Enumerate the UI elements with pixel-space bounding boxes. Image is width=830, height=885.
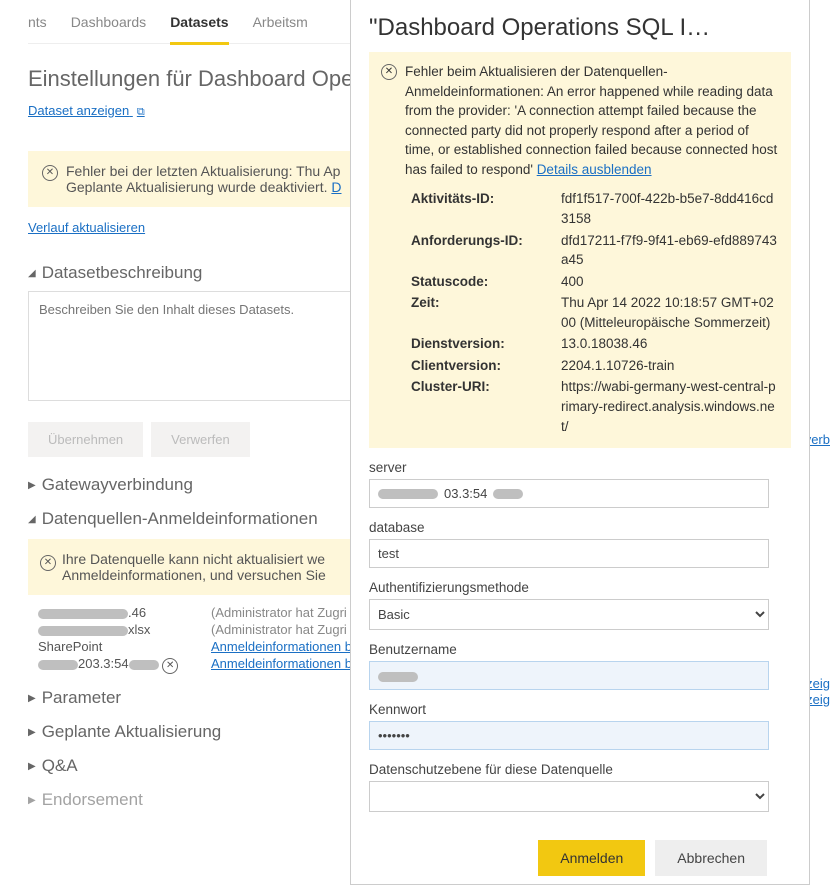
refresh-history-link[interactable]: Verlauf aktualisieren (28, 220, 145, 235)
tab-datasets[interactable]: Datasets (170, 8, 228, 45)
dialog-title: "Dashboard Operations SQL I… (369, 0, 791, 52)
tab-0[interactable]: nts (28, 8, 47, 42)
password-label: Kennwort (369, 702, 791, 717)
error-icon: ✕ (381, 64, 397, 80)
refresh-error-link[interactable]: D (331, 179, 341, 195)
server-value: 03.3:54 (444, 486, 487, 501)
error-message: Fehler beim Aktualisieren der Datenquell… (405, 64, 777, 177)
section-parameter-label: Parameter (42, 688, 121, 708)
view-dataset-label: Dataset anzeigen (28, 103, 129, 118)
database-label: database (369, 520, 791, 535)
tab-workspaces[interactable]: Arbeitsm (253, 8, 308, 42)
auth-select[interactable]: Basic (369, 599, 769, 630)
database-input[interactable] (369, 539, 769, 568)
creds-warn-text2: Anmeldeinformationen, und versuchen Sie (62, 567, 326, 583)
section-credentials-label: Datenquellen-Anmeldeinformationen (42, 509, 318, 529)
edit-credentials-link[interactable]: Anmeldeinformationen b (211, 639, 352, 654)
caret-right-icon: ▶ (28, 480, 36, 491)
apply-button[interactable]: Übernehmen (28, 422, 143, 457)
auth-label: Authentifizierungsmethode (369, 580, 791, 595)
privacy-select[interactable] (369, 781, 769, 812)
refresh-error-text: Fehler bei der letzten Aktualisierung: T… (66, 163, 340, 179)
tab-dashboards[interactable]: Dashboards (71, 8, 147, 42)
section-gateway-label: Gatewayverbindung (42, 475, 193, 495)
error-icon: ✕ (40, 555, 56, 571)
error-icon: ✕ (162, 658, 178, 674)
caret-down-icon: ◢ (28, 268, 36, 279)
hide-details-link[interactable]: Details ausblenden (537, 162, 652, 177)
password-input[interactable] (369, 721, 769, 750)
server-input[interactable]: 03.3:54 (369, 479, 769, 508)
refresh-error-text2: Geplante Aktualisierung wurde deaktivier… (66, 179, 327, 195)
username-label: Benutzername (369, 642, 791, 657)
section-endorsement-label: Endorsement (42, 790, 143, 810)
server-label: server (369, 460, 791, 475)
section-qa-label: Q&A (42, 756, 78, 776)
credentials-dialog: "Dashboard Operations SQL I… ✕ Fehler be… (350, 0, 810, 885)
caret-right-icon: ▶ (28, 795, 36, 806)
discard-button[interactable]: Verwerfen (151, 422, 250, 457)
caret-right-icon: ▶ (28, 761, 36, 772)
signin-button[interactable]: Anmelden (538, 840, 645, 876)
error-icon: ✕ (42, 165, 58, 181)
privacy-label: Datenschutzebene für diese Datenquelle (369, 762, 791, 777)
caret-right-icon: ▶ (28, 727, 36, 738)
cancel-button[interactable]: Abbrechen (655, 840, 767, 876)
section-description-label: Datasetbeschreibung (42, 263, 203, 283)
error-panel: ✕ Fehler beim Aktualisieren der Datenque… (369, 52, 791, 448)
username-input[interactable] (369, 661, 769, 690)
creds-warn-text: Ihre Datenquelle kann nicht aktualisiert… (62, 551, 325, 567)
caret-right-icon: ▶ (28, 693, 36, 704)
external-icon: ⧉ (137, 106, 145, 118)
error-details: Aktivitäts-ID:fdf1f517-700f-422b-b5e7-8d… (411, 189, 779, 436)
caret-down-icon: ◢ (28, 514, 36, 525)
dialog-buttons: Anmelden Abbrechen (369, 840, 791, 876)
section-scheduled-label: Geplante Aktualisierung (42, 722, 222, 742)
edit-credentials-link[interactable]: Anmeldeinformationen b (211, 656, 352, 671)
view-dataset-link[interactable]: Dataset anzeigen ⧉ (28, 103, 145, 119)
